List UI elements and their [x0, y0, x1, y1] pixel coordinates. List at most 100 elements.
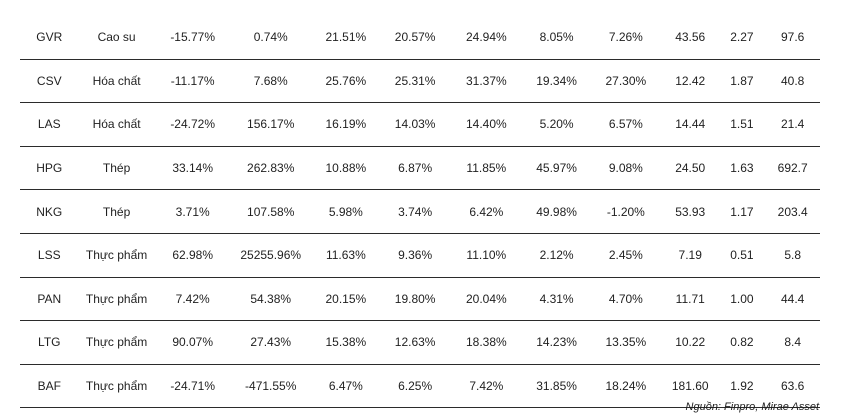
financial-table: GVR Cao su -15.77% 0.74% 21.51% 20.57% 24.94% 8… [20, 16, 820, 409]
value-cell: 1.87 [730, 73, 754, 88]
value-cell: 19.80% [394, 291, 436, 306]
value-cell: 25255.96% [240, 248, 302, 263]
value-cell: 692.7 [777, 161, 808, 176]
table-row: BAF Thực phẩm -24.71% -471.55% 6.47% 6.25% 7.4… [20, 365, 820, 409]
value-cell: 25.31% [394, 73, 436, 88]
ticker-cell: LAS [37, 117, 61, 132]
value-cell: 62.98% [172, 248, 214, 263]
value-cell: 3.71% [175, 204, 210, 219]
ticker-cell: BAF [37, 379, 61, 394]
sector-cell: Thép [102, 204, 131, 219]
value-cell: 4.70% [608, 291, 643, 306]
value-cell: 63.6 [780, 379, 805, 394]
value-cell: 6.47% [328, 379, 363, 394]
value-cell: 1.92 [730, 379, 754, 394]
ticker-cell: LTG [38, 335, 61, 350]
value-cell: 54.38% [250, 291, 292, 306]
sector-cell: Thép [102, 161, 131, 176]
table-row: NKG Thép 3.71% 107.58% 5.98% 3.74% 6.42% 49.98%… [20, 190, 820, 234]
value-cell: 107.58% [247, 204, 295, 219]
value-cell: 53.93 [675, 204, 706, 219]
value-cell: 1.17 [730, 204, 754, 219]
sector-cell: Thực phẩm [85, 379, 148, 394]
value-cell: 1.63 [730, 161, 754, 176]
value-cell: 7.42% [175, 291, 210, 306]
value-cell: 5.98% [328, 204, 363, 219]
table-row: CSV Hóa chất -11.17% 7.68% 25.76% 25.31% 31.37… [20, 60, 820, 104]
value-cell: 1.00 [730, 291, 754, 306]
value-cell: 43.56 [675, 30, 706, 45]
value-cell: 44.4 [780, 291, 805, 306]
value-cell: 156.17% [247, 117, 295, 132]
table-row: LAS Hóa chất -24.72% 156.17% 16.19% 14.03% 14.… [20, 103, 820, 147]
ticker-cell: CSV [36, 73, 62, 88]
value-cell: 14.44 [675, 117, 706, 132]
value-cell: 1.51 [730, 117, 754, 132]
value-cell: 7.42% [469, 379, 504, 394]
value-cell: 18.24% [605, 379, 647, 394]
sector-cell: Cao su [97, 30, 136, 45]
value-cell: 7.26% [608, 30, 643, 45]
table-row: PAN Thực phẩm 7.42% 54.38% 20.15% 19.80% 20.04… [20, 278, 820, 322]
sector-cell: Thực phẩm [85, 248, 148, 263]
value-cell: -24.72% [170, 117, 216, 132]
value-cell: 33.14% [172, 161, 214, 176]
ticker-cell: HPG [36, 161, 63, 176]
value-cell: 181.60 [671, 379, 709, 394]
value-cell: 21.51% [325, 30, 367, 45]
value-cell: 2.27 [730, 30, 754, 45]
value-cell: 24.94% [465, 30, 507, 45]
value-cell: 14.03% [394, 117, 436, 132]
sector-cell: Thực phẩm [85, 291, 148, 306]
ticker-cell: LSS [37, 248, 61, 263]
value-cell: 6.25% [398, 379, 433, 394]
sector-cell: Thực phẩm [85, 335, 148, 350]
value-cell: -24.71% [170, 379, 216, 394]
sector-cell: Hóa chất [92, 73, 141, 88]
value-cell: 11.63% [325, 248, 366, 263]
value-cell: 6.87% [398, 161, 433, 176]
value-cell: 25.76% [325, 73, 367, 88]
value-cell: 20.57% [394, 30, 436, 45]
value-cell: 90.07% [172, 335, 214, 350]
value-cell: 4.31% [539, 291, 574, 306]
value-cell: 31.85% [536, 379, 577, 394]
value-cell: 8.4 [784, 335, 801, 350]
value-cell: 15.38% [325, 335, 367, 350]
value-cell: 11.85% [466, 161, 507, 176]
value-cell: 20.15% [325, 291, 367, 306]
value-cell: 21.4 [780, 117, 805, 132]
value-cell: 16.19% [325, 117, 367, 132]
value-cell: 0.82 [730, 335, 754, 350]
value-cell: 11.71 [675, 291, 705, 306]
value-cell: 6.57% [608, 117, 643, 132]
value-cell: 0.51 [730, 248, 754, 263]
value-cell: 10.88% [325, 161, 367, 176]
value-cell: 3.74% [398, 204, 433, 219]
value-cell: -1.20% [606, 204, 645, 219]
value-cell: 49.98% [536, 204, 577, 219]
table-row: LTG Thực phẩm 90.07% 27.43% 15.38% 12.63% 18.3… [20, 321, 820, 365]
sector-cell: Hóa chất [92, 117, 141, 132]
value-cell: 0.74% [253, 30, 288, 45]
value-cell: 27.43% [250, 335, 292, 350]
ticker-cell: NKG [36, 204, 63, 219]
value-cell: 20.04% [465, 291, 507, 306]
value-cell: 9.36% [398, 248, 433, 263]
value-cell: 13.35% [605, 335, 647, 350]
table-row: GVR Cao su -15.77% 0.74% 21.51% 20.57% 24.94% 8… [20, 16, 820, 60]
value-cell: -15.77% [170, 30, 216, 45]
value-cell: 9.08% [608, 161, 643, 176]
value-cell: 262.83% [247, 161, 295, 176]
value-cell: 27.30% [605, 73, 647, 88]
value-cell: 10.22 [675, 335, 706, 350]
value-cell: 5.8 [784, 248, 801, 263]
value-cell: 7.68% [253, 73, 288, 88]
value-cell: 11.10% [466, 248, 507, 263]
value-cell: 18.38% [465, 335, 507, 350]
value-cell: -471.55% [245, 379, 297, 394]
table-row: HPG Thép 33.14% 262.83% 10.88% 6.87% 11.85% 45.… [20, 147, 820, 191]
table-row: LSS Thực phẩm 62.98% 25255.96% 11.63% 9.36% 11… [20, 234, 820, 278]
value-cell: 14.40% [465, 117, 507, 132]
value-cell: 2.45% [608, 248, 643, 263]
